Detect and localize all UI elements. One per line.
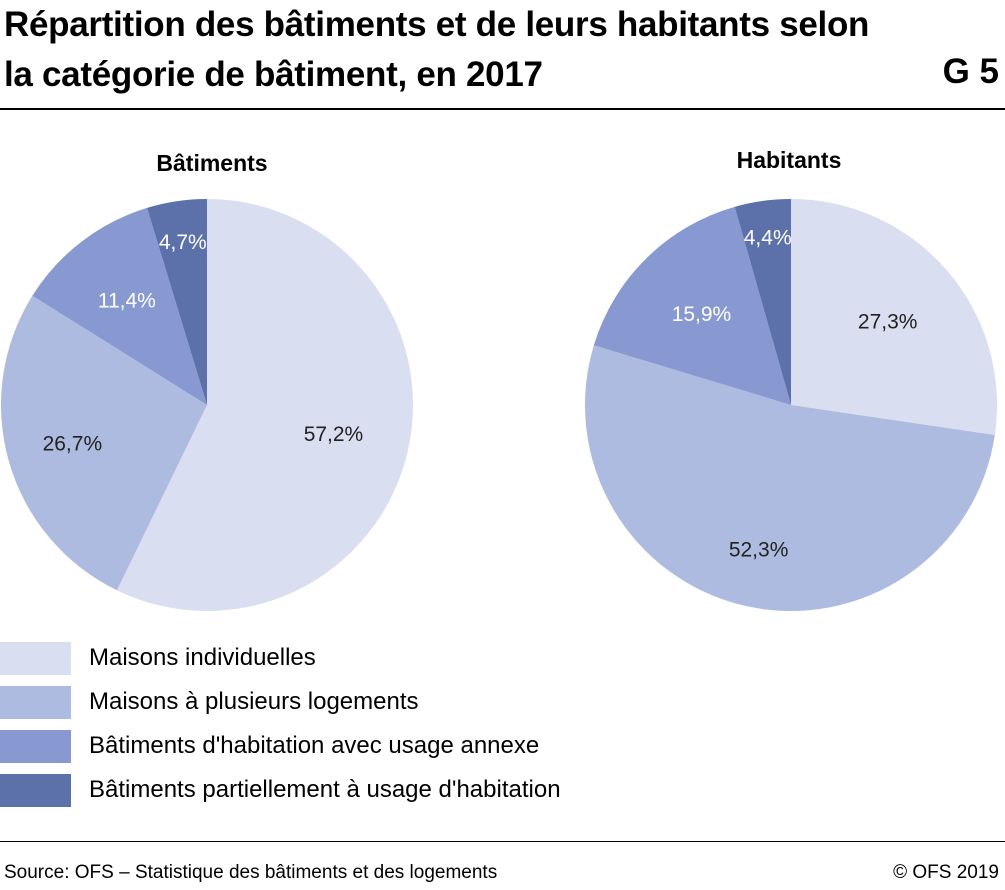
legend-swatch — [0, 642, 71, 675]
legend-label: Maisons à plusieurs logements — [89, 688, 419, 715]
legend-item: Bâtiments partiellement à usage d'habita… — [0, 772, 700, 808]
pie-slice — [116, 199, 413, 611]
pie-data-label: 57,2% — [304, 423, 364, 446]
top-rule — [0, 108, 1005, 110]
bottom-rule — [0, 841, 1005, 842]
pie-data-label: 15,9% — [672, 303, 732, 326]
pie-slice — [0, 295, 208, 591]
legend-item: Maisons individuelles — [0, 640, 700, 676]
legend-swatch — [0, 686, 71, 719]
copyright: © OFS 2019 — [893, 862, 999, 883]
pie-slice — [593, 206, 791, 405]
pie-slice — [147, 199, 207, 405]
pie-slice — [32, 207, 208, 405]
legend-swatch — [0, 730, 71, 763]
pie-slice — [585, 345, 995, 611]
pie-data-label: 11,4% — [98, 289, 156, 312]
pie-slice — [791, 199, 998, 436]
legend-item: Maisons à plusieurs logements — [0, 684, 700, 720]
figure-id: G 5 — [942, 52, 999, 91]
pie-habitants: 27,3% 52,3% 15,9% 4,4% — [585, 199, 998, 611]
pie-slice — [734, 199, 791, 405]
legend-swatch — [0, 774, 71, 807]
pie-data-label: 52,3% — [729, 539, 789, 562]
pie-title-batiments: Bâtiments — [156, 150, 267, 176]
pie-data-label: 4,4% — [744, 227, 792, 250]
pie-batiments: 57,2% 26,7% 11,4% 4,7% — [0, 199, 413, 611]
legend-item: Bâtiments d'habitation avec usage annexe — [0, 728, 700, 764]
pie-data-label: 26,7% — [43, 433, 103, 456]
legend-label: Bâtiments partiellement à usage d'habita… — [89, 776, 561, 803]
pie-charts: Bâtiments Habitants 57,2%26,7%11,4%4,7% … — [0, 147, 998, 611]
pie-data-label: 27,3% — [858, 311, 918, 334]
source-note: Source: OFS – Statistique des bâtiments … — [4, 862, 498, 883]
legend-label: Bâtiments d'habitation avec usage annexe — [89, 732, 540, 759]
pie-data-label: 4,7% — [159, 231, 207, 254]
legend-label: Maisons individuelles — [89, 644, 316, 671]
chart-title: Répartition des bâtiments et de leurs ha… — [4, 5, 870, 94]
pie-title-habitants: Habitants — [737, 147, 842, 173]
